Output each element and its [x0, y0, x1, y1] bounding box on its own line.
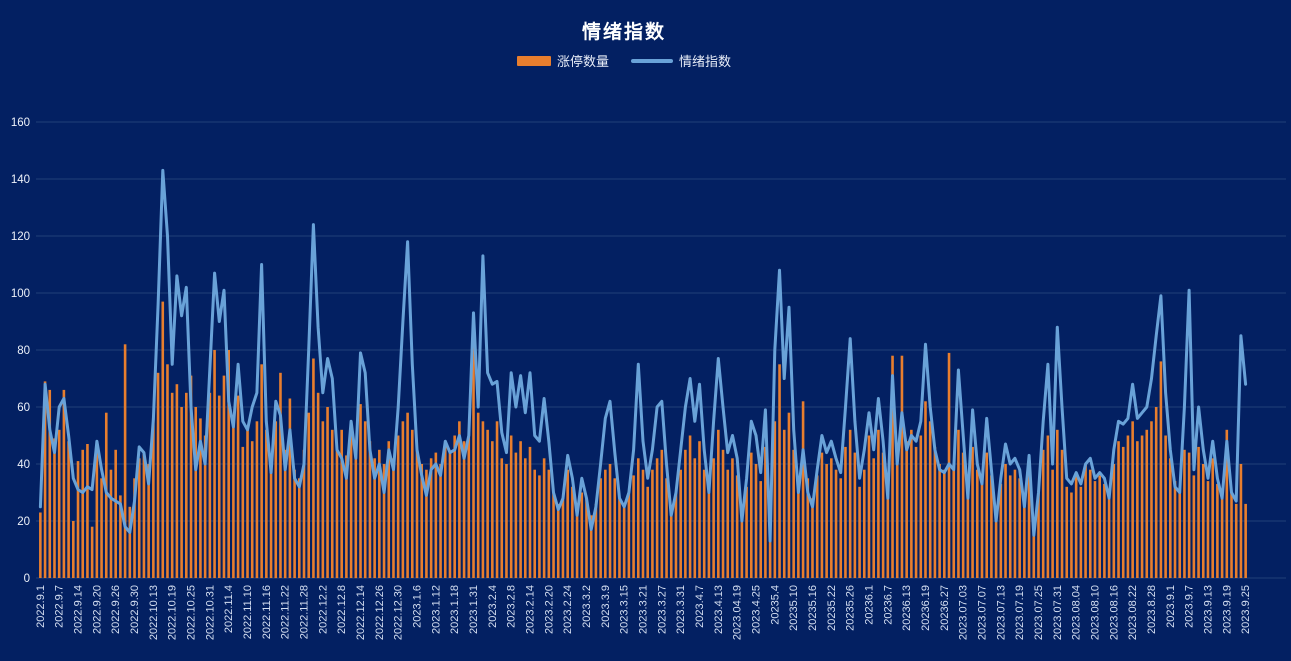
svg-text:2023.3.27: 2023.3.27 — [656, 585, 668, 634]
svg-text:2022.12.14: 2022.12.14 — [355, 585, 367, 640]
svg-text:20236.7: 20236.7 — [882, 585, 894, 625]
svg-text:2023.07.19: 2023.07.19 — [1014, 585, 1026, 640]
svg-text:2023.2.24: 2023.2.24 — [562, 585, 574, 634]
legend-item-line-series[interactable]: 情绪指数 — [631, 51, 731, 70]
svg-text:2023.9.1: 2023.9.1 — [1165, 585, 1177, 628]
svg-text:2023.2.20: 2023.2.20 — [543, 585, 555, 634]
svg-text:2022.12.26: 2022.12.26 — [374, 585, 386, 640]
svg-text:2023.2.14: 2023.2.14 — [525, 585, 537, 634]
svg-text:2022.12.2: 2022.12.2 — [317, 585, 329, 634]
svg-text:2022.9.20: 2022.9.20 — [91, 585, 103, 634]
line-series — [38, 168, 1248, 543]
svg-text:2023.3.31: 2023.3.31 — [675, 585, 687, 634]
svg-text:20235.16: 20235.16 — [807, 585, 819, 631]
svg-text:2022.11.16: 2022.11.16 — [261, 585, 273, 639]
chart-legend: 涨停数量 情绪指数 — [0, 51, 1248, 70]
svg-text:160: 160 — [11, 117, 30, 129]
svg-text:2023.2.4: 2023.2.4 — [487, 585, 499, 628]
svg-text:100: 100 — [11, 288, 30, 300]
svg-text:20235.4: 20235.4 — [769, 585, 781, 625]
svg-text:2023.1.31: 2023.1.31 — [468, 585, 480, 634]
legend-label-bar: 涨停数量 — [556, 54, 609, 69]
svg-text:2022.10.13: 2022.10.13 — [148, 585, 160, 640]
svg-text:80: 80 — [17, 345, 30, 357]
gridlines — [36, 121, 1286, 579]
svg-text:2022.10.25: 2022.10.25 — [186, 585, 198, 640]
y-axis-labels: 0 20 40 60 80 100 120 140 160 — [11, 117, 30, 585]
svg-text:2023.1.12: 2023.1.12 — [430, 585, 442, 634]
legend-label-line: 情绪指数 — [679, 54, 732, 69]
svg-text:2022.9.30: 2022.9.30 — [129, 585, 141, 634]
svg-text:2023.04.19: 2023.04.19 — [732, 585, 744, 640]
svg-text:2023.4.7: 2023.4.7 — [694, 585, 706, 628]
svg-text:2023.4.25: 2023.4.25 — [751, 585, 763, 634]
svg-text:2023.9.7: 2023.9.7 — [1184, 585, 1196, 628]
svg-text:2023.07.03: 2023.07.03 — [958, 585, 970, 640]
svg-text:0: 0 — [24, 573, 30, 585]
svg-text:2023.3.15: 2023.3.15 — [619, 585, 631, 634]
svg-text:2022.12.30: 2022.12.30 — [393, 585, 405, 640]
svg-text:2022.11.10: 2022.11.10 — [242, 585, 254, 639]
svg-text:2023.4.13: 2023.4.13 — [713, 585, 725, 634]
svg-text:2023.07.13: 2023.07.13 — [995, 585, 1007, 640]
svg-text:2023.07.31: 2023.07.31 — [1052, 585, 1064, 640]
svg-text:2023.9.13: 2023.9.13 — [1203, 585, 1215, 634]
svg-text:2023.3.2: 2023.3.2 — [581, 585, 593, 628]
x-axis-labels: 2022.9.1 2022.9.7 2022.9.14 2022.9.20 2022.9… — [35, 585, 1252, 640]
svg-text:2022.12.8: 2022.12.8 — [336, 585, 348, 634]
svg-text:20236.19: 20236.19 — [920, 585, 932, 631]
orange-bar-swatch-icon — [516, 55, 551, 66]
svg-text:2023.2.8: 2023.2.8 — [506, 585, 518, 628]
svg-text:2023.9.25: 2023.9.25 — [1240, 585, 1252, 634]
svg-text:2022.9.14: 2022.9.14 — [73, 585, 85, 634]
svg-text:120: 120 — [11, 231, 30, 243]
svg-text:2022.11.22: 2022.11.22 — [280, 585, 292, 639]
svg-text:2023.07.07: 2023.07.07 — [977, 585, 989, 640]
legend-item-bar-series[interactable]: 涨停数量 — [516, 51, 609, 70]
svg-text:2023.08.16: 2023.08.16 — [1108, 585, 1120, 640]
bar-series — [39, 301, 1247, 579]
svg-text:2023.3.21: 2023.3.21 — [638, 585, 650, 634]
svg-text:2023.8.28: 2023.8.28 — [1146, 585, 1158, 634]
svg-text:2023.1.6: 2023.1.6 — [412, 585, 424, 628]
svg-text:60: 60 — [17, 402, 30, 414]
blue-line-swatch-icon — [631, 58, 673, 63]
svg-text:2022.10.19: 2022.10.19 — [167, 585, 179, 640]
svg-text:2023.08.04: 2023.08.04 — [1071, 585, 1083, 640]
svg-text:2022.9.26: 2022.9.26 — [110, 585, 122, 634]
svg-text:20235.10: 20235.10 — [788, 585, 800, 631]
svg-text:2023.3.9: 2023.3.9 — [600, 585, 612, 628]
svg-text:20236.13: 20236.13 — [901, 585, 913, 631]
chart-title: 情绪指数 — [581, 22, 666, 43]
svg-text:2023.08.22: 2023.08.22 — [1127, 585, 1139, 640]
svg-text:20236.1: 20236.1 — [864, 585, 876, 625]
svg-text:2023.1.18: 2023.1.18 — [449, 585, 461, 634]
svg-text:2023.9.19: 2023.9.19 — [1221, 585, 1233, 634]
svg-text:20235.26: 20235.26 — [845, 585, 857, 631]
svg-text:20236.27: 20236.27 — [939, 585, 951, 631]
svg-text:2022.10.31: 2022.10.31 — [204, 585, 216, 640]
svg-text:20: 20 — [17, 516, 30, 528]
svg-text:2022.11.28: 2022.11.28 — [299, 585, 311, 639]
svg-text:140: 140 — [11, 174, 30, 186]
svg-text:40: 40 — [17, 459, 30, 471]
svg-text:2022.9.1: 2022.9.1 — [35, 585, 47, 628]
svg-text:2022.9.7: 2022.9.7 — [54, 585, 66, 628]
svg-text:2022.11.4: 2022.11.4 — [223, 585, 235, 633]
svg-text:20235.22: 20235.22 — [826, 585, 838, 631]
svg-text:2023.07.25: 2023.07.25 — [1033, 585, 1045, 640]
svg-text:2023.08.10: 2023.08.10 — [1090, 585, 1102, 640]
